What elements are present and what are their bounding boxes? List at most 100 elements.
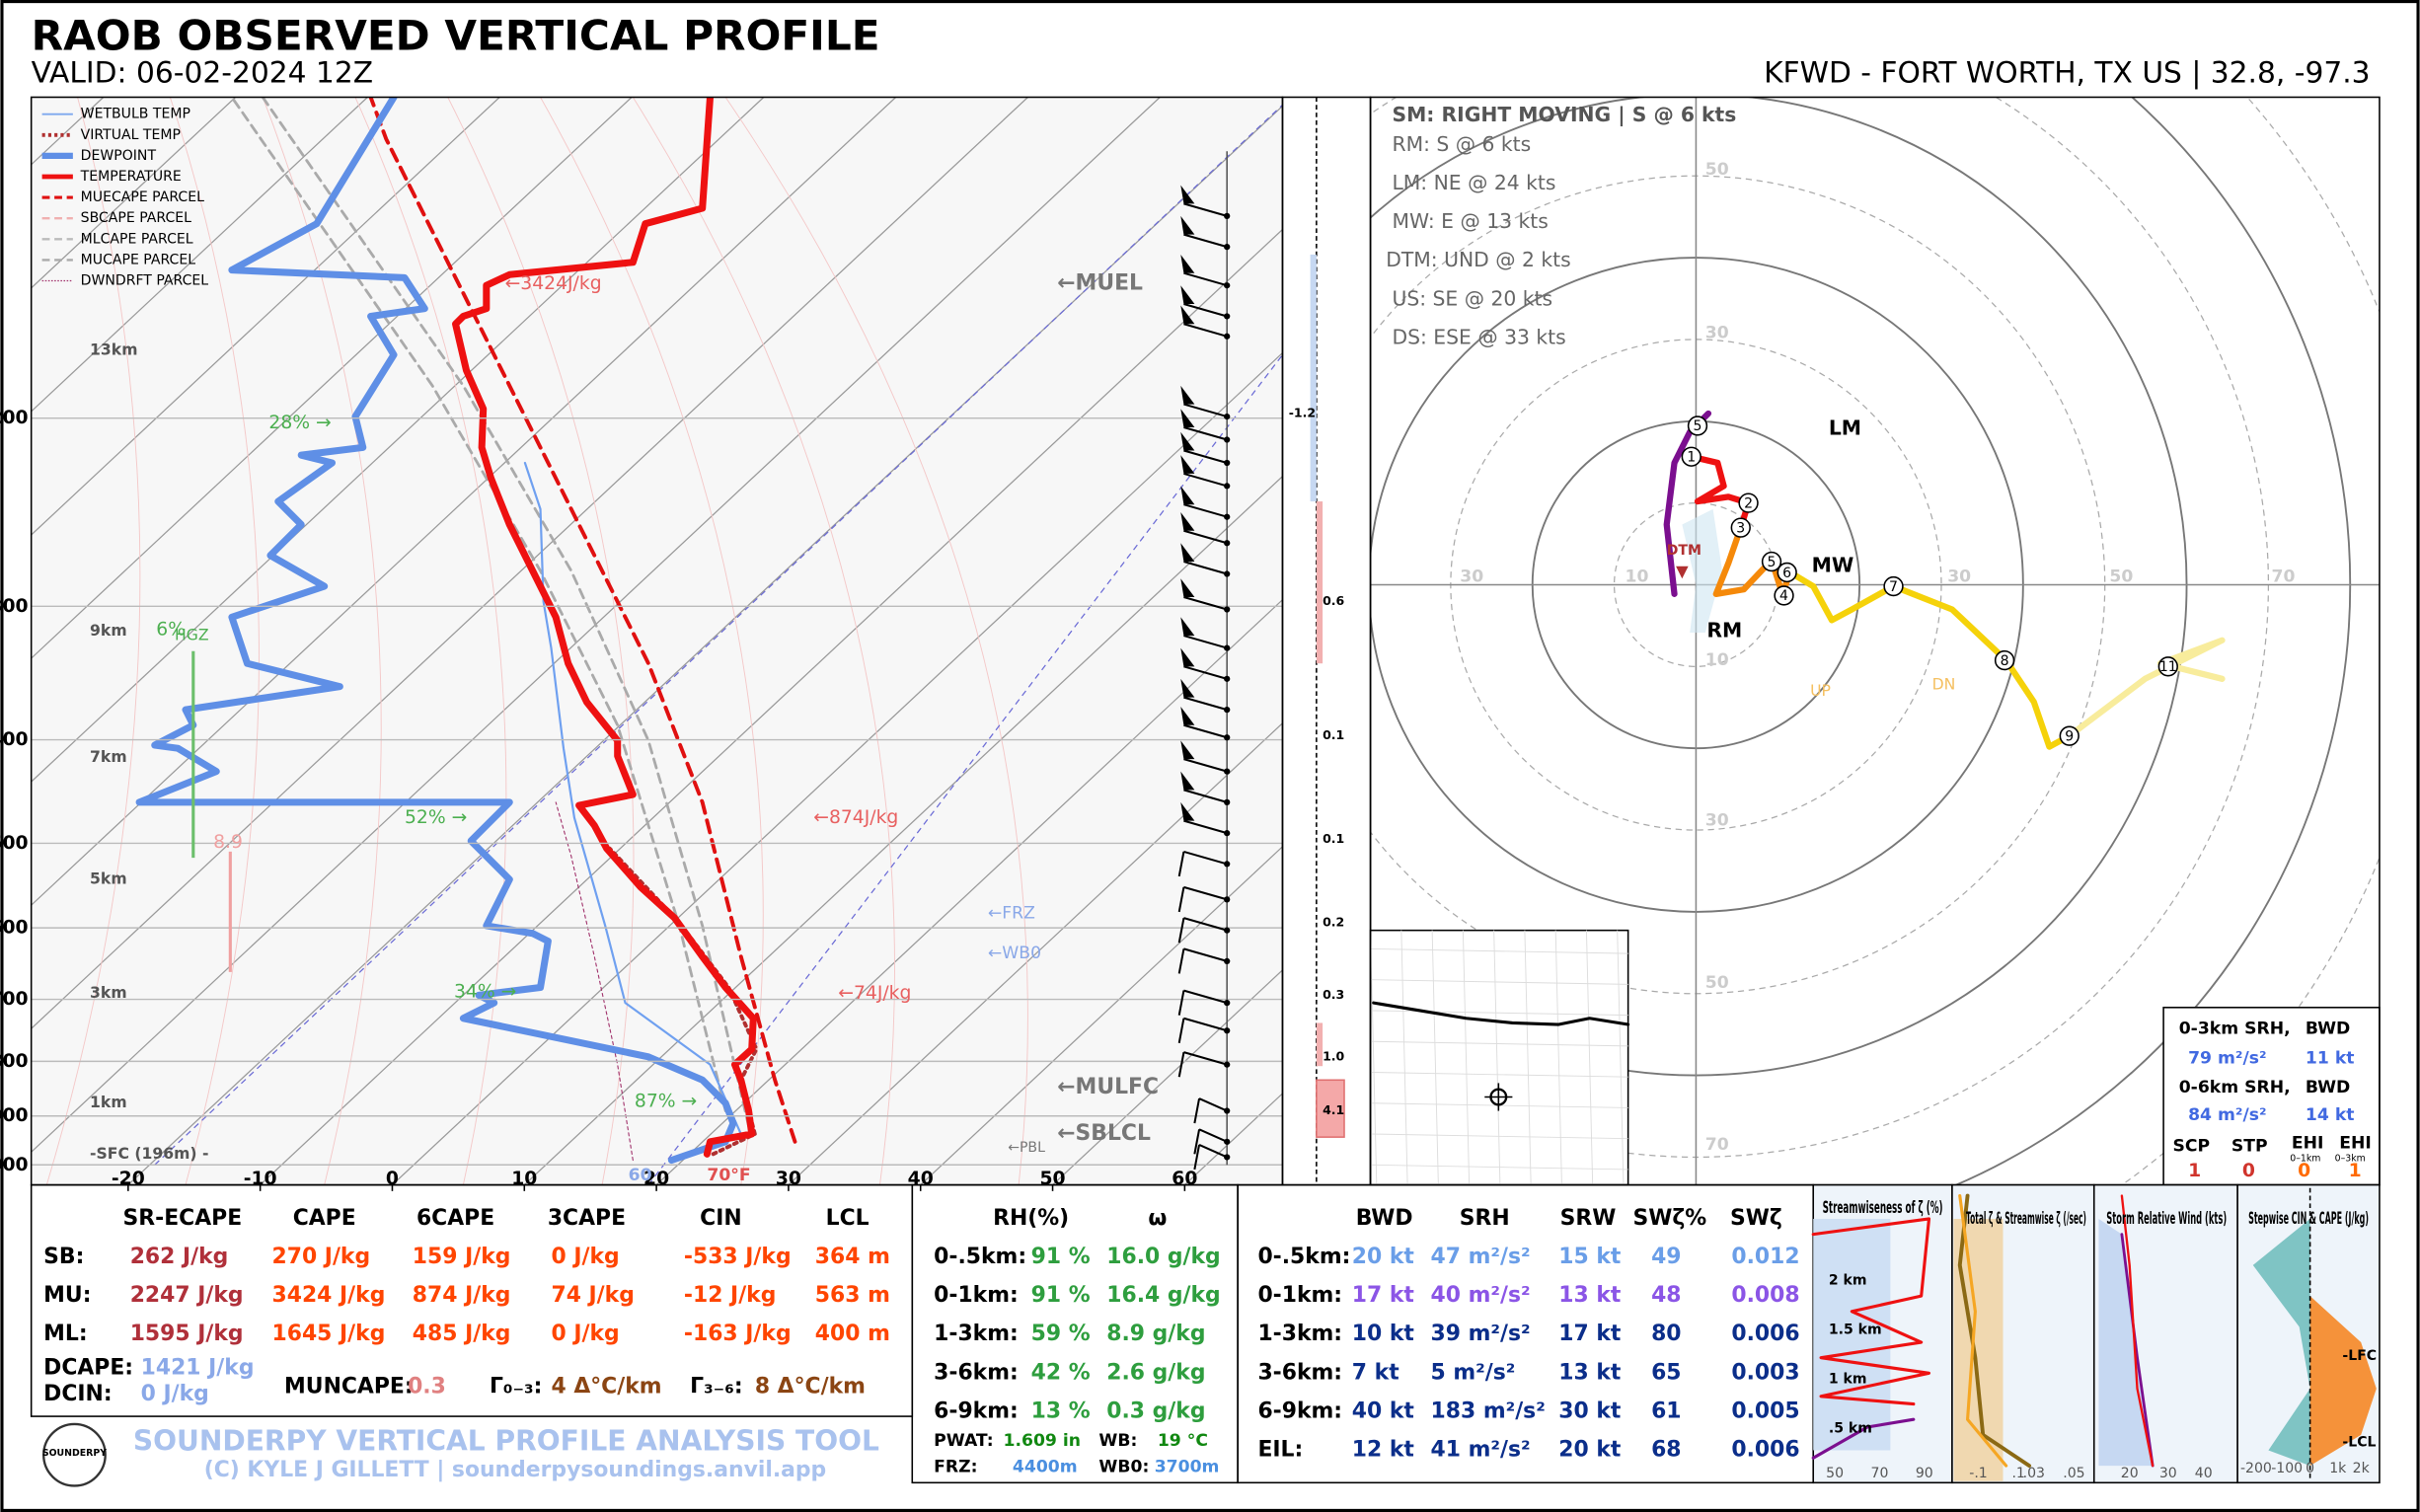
- kinematics-cell: 40 kt: [1352, 1399, 1414, 1423]
- thermo-extra: 4 Δ°C/km: [551, 1374, 661, 1399]
- kinematics-cell: 7 kt: [1352, 1360, 1399, 1385]
- dry-adiabat: [632, 97, 895, 1185]
- hodo-table-cell: STP: [2231, 1137, 2268, 1157]
- dry-adiabat: [45, 97, 141, 1185]
- hodo-label: UP: [1810, 681, 1831, 700]
- barb: [1198, 1144, 1228, 1159]
- mini-tick: 40: [2195, 1466, 2213, 1481]
- legend-label: DEWPOINT: [81, 148, 157, 164]
- thermo-cell: MU:: [43, 1283, 91, 1308]
- vv-bar: [1316, 1022, 1323, 1067]
- barb: [1183, 596, 1228, 611]
- hodo-marker: [1994, 649, 2015, 671]
- barb: [1183, 917, 1228, 932]
- mini-tick: 50: [1826, 1466, 1844, 1481]
- isotherm: [31, 97, 897, 907]
- barb-tick: [1193, 1097, 1201, 1124]
- thermo-cell: ML:: [43, 1322, 87, 1346]
- barb: [1183, 947, 1228, 962]
- barb-flag: [1180, 617, 1195, 637]
- barb: [1198, 1128, 1228, 1143]
- y-tick-label: 900: [0, 1105, 29, 1126]
- y-tick-label: 600: [0, 918, 29, 939]
- kinematics-cell: 65: [1651, 1360, 1681, 1385]
- moisture-extra: WB0:: [1098, 1458, 1149, 1477]
- thermo-cell: 74 J/kg: [551, 1283, 634, 1308]
- hodo-marker-label: 7: [1889, 579, 1898, 595]
- mini-tick: 1k: [2329, 1461, 2347, 1476]
- moisture-cell: 13 %: [1031, 1399, 1091, 1423]
- barb: [1183, 885, 1228, 901]
- annotation: ←FRZ: [988, 903, 1035, 923]
- ring-label: 30: [1705, 811, 1729, 831]
- mini-height: .5 km: [1829, 1421, 1872, 1437]
- sbcape-parcel: [261, 97, 750, 1128]
- county-line: [1370, 930, 1378, 1185]
- y-tick-label: 800: [0, 1051, 29, 1072]
- barb: [1183, 561, 1228, 575]
- kinematics-cell: 48: [1651, 1283, 1681, 1308]
- thermo-extra: DCAPE:: [43, 1356, 133, 1381]
- mini-plot-title: Total ζ & Streamwise ζ (/sec): [1966, 1209, 2086, 1229]
- mini-tick: .03: [2023, 1466, 2045, 1481]
- hodo-table-cell: BWD: [2306, 1020, 2350, 1039]
- hodo-table-cell: 79 m²/s²: [2188, 1048, 2266, 1068]
- kinematics-cell: 80: [1651, 1322, 1681, 1346]
- kinematics-cell: 41 m²/s²: [1431, 1437, 1531, 1462]
- column-header: ω: [1148, 1206, 1167, 1231]
- barb: [1183, 819, 1228, 835]
- barb-flag: [1180, 185, 1195, 204]
- isotherm: [260, 228, 1283, 1185]
- mini-fill: [2252, 1218, 2310, 1467]
- moisture-cell: 0-1km:: [934, 1283, 1019, 1308]
- x-tick-label: -10: [244, 1169, 277, 1189]
- legend-label: VIRTUAL TEMP: [81, 127, 181, 143]
- isotherm: [1052, 969, 1283, 1185]
- kinematics-cell: 39 m²/s²: [1431, 1322, 1531, 1346]
- thermo-cell: -12 J/kg: [684, 1283, 776, 1308]
- barb: [1183, 850, 1228, 866]
- barb-tick: [1177, 990, 1185, 1016]
- hodo-table-cell: 0–1km: [2290, 1154, 2320, 1165]
- isotherm: [31, 97, 1028, 1030]
- hodo-table-cell: 14 kt: [2306, 1105, 2355, 1125]
- moisture-extra: 1.609 in: [1004, 1431, 1081, 1451]
- kinematics-cell: 10 kt: [1352, 1322, 1414, 1346]
- mlcape-parcel: [230, 97, 727, 1112]
- county-line: [1370, 979, 1628, 985]
- hodo-marker-label: 1: [1687, 450, 1696, 466]
- barb-flag: [1180, 486, 1195, 505]
- isotherm: [788, 721, 1283, 1185]
- kinematics-cell: 13 kt: [1558, 1360, 1621, 1385]
- mini-tick: -.1: [1969, 1466, 1987, 1481]
- annotation: ←3424J/kg: [505, 273, 602, 294]
- thermo-cell: -163 J/kg: [684, 1322, 792, 1346]
- barb-flag: [1180, 578, 1195, 597]
- moisture-cell: 3-6km:: [934, 1360, 1019, 1385]
- kinematics-cell: 0.005: [1731, 1399, 1799, 1423]
- thermo-cell: 364 m: [815, 1245, 890, 1269]
- mini-line: [2120, 1194, 2155, 1468]
- annotation: 70°F: [707, 1166, 750, 1185]
- annotation: 28% →: [268, 413, 331, 433]
- vv-label: 0.1: [1323, 727, 1344, 742]
- thermo-cell: 2247 J/kg: [130, 1283, 244, 1308]
- dry-adiabat: [169, 97, 260, 1185]
- barb-flag: [1180, 431, 1195, 451]
- mini-tick: 20: [2121, 1466, 2139, 1481]
- kinematics-cell: 47 m²/s²: [1431, 1245, 1531, 1269]
- kinematics-cell: 12 kt: [1352, 1437, 1414, 1462]
- barb-tick: [1177, 886, 1185, 913]
- barb: [1183, 403, 1228, 418]
- thermo-cell: 3424 J/kg: [272, 1283, 386, 1308]
- mini-line: [2120, 1233, 2155, 1468]
- legend-label: MUECAPE PARCEL: [81, 189, 204, 205]
- downdraft-parcel: [555, 801, 634, 1162]
- motion-label: DTM: UND @ 2 kts: [1386, 248, 1571, 271]
- isotherm: [655, 598, 1283, 1185]
- county-line: [1554, 930, 1562, 1185]
- column-header: SR-ECAPE: [123, 1206, 243, 1231]
- barb-dot: [1224, 282, 1231, 289]
- kinematics-cell: 183 m²/s²: [1431, 1399, 1546, 1423]
- mini-line: [1958, 1193, 2008, 1468]
